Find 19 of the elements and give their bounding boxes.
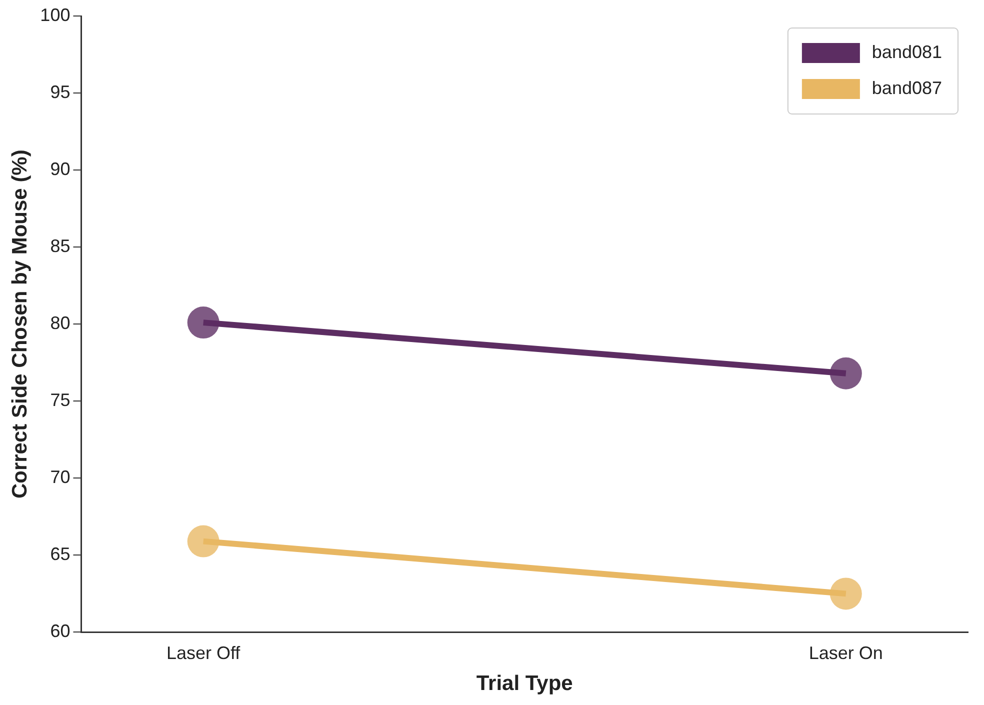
point <box>187 525 220 558</box>
y-tick-label: 90 <box>50 159 70 180</box>
y-tick-label: 95 <box>50 82 70 102</box>
x-tick-label: Laser Off <box>166 642 242 663</box>
legend-label: band087 <box>872 78 942 98</box>
point <box>830 357 862 390</box>
y-tick-label: 80 <box>50 313 70 334</box>
x-tick-label: Laser On <box>808 642 883 663</box>
x-axis-title: Trial Type <box>476 672 573 696</box>
y-tick-label: 60 <box>50 621 70 642</box>
point <box>187 306 220 339</box>
y-tick-label: 75 <box>50 390 70 410</box>
y-tick-label: 85 <box>50 236 70 256</box>
y-tick-label: 70 <box>50 467 70 488</box>
y-tick-label: 100 <box>40 4 70 25</box>
y-tick-label: 65 <box>50 544 70 564</box>
y-axis-title: Correct Side Chosen by Mouse (%) <box>8 150 32 499</box>
point <box>830 578 862 610</box>
legend-label: band081 <box>872 42 942 62</box>
